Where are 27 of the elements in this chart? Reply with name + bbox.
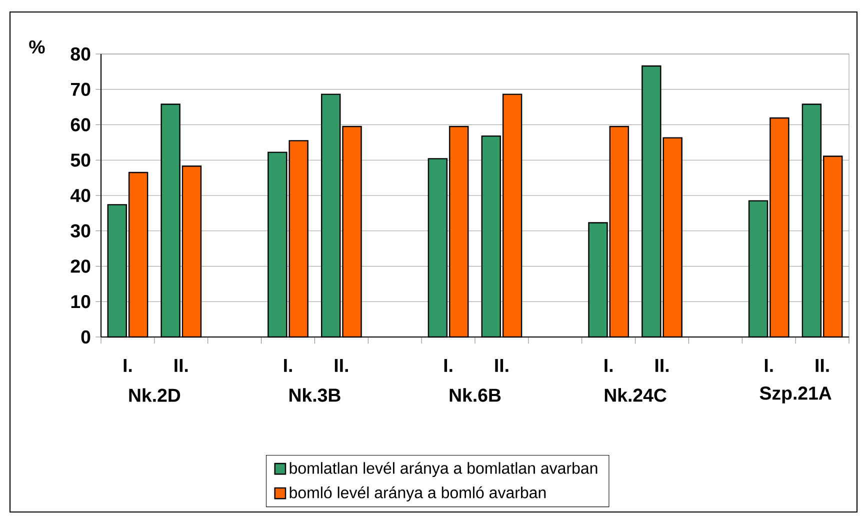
- y-tick-label: 30: [70, 224, 90, 238]
- legend-label: bomló levél aránya a bomló avarban: [290, 486, 546, 502]
- x-tick-label: II.: [174, 359, 188, 372]
- y-tick-label: 20: [70, 260, 90, 273]
- x-tick-label: I.: [444, 359, 452, 372]
- x-tick-label: II.: [655, 359, 669, 372]
- x-tick-label: I.: [124, 359, 132, 372]
- x-tick-label: I.: [284, 359, 292, 372]
- y-tick-label: 70: [70, 82, 90, 96]
- x-tick-label: II.: [495, 359, 508, 372]
- x-tick-label: II.: [816, 359, 829, 372]
- y-tick-label: 80: [70, 47, 90, 61]
- x-tick-label: I.: [764, 359, 773, 372]
- y-tick-label: 60: [70, 118, 90, 132]
- text: Nk.3B: [290, 388, 340, 402]
- x-tick-label: I.: [604, 359, 612, 372]
- y-tick-label: 10: [71, 294, 90, 308]
- y-tick-label: 0: [81, 330, 90, 344]
- text: Nk.2D: [129, 388, 180, 402]
- text: Szp.21A: [760, 386, 832, 404]
- legend-label: bomlatlan levél aránya a bomlatlan avarban: [290, 462, 598, 478]
- y-tick-label: 50: [70, 153, 90, 167]
- y-axis-title: %: [29, 40, 45, 54]
- text: Nk.24C: [604, 388, 666, 402]
- x-tick-label: II.: [334, 359, 348, 372]
- text: Nk.6B: [450, 388, 501, 402]
- y-tick-label: 40: [70, 188, 90, 202]
